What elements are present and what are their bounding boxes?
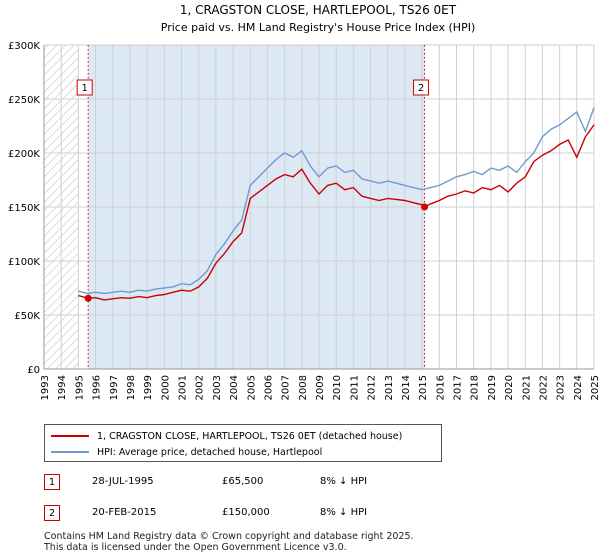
transaction-hpi-diff: 8% ↓ HPI	[320, 507, 368, 518]
transaction-price: £65,500	[222, 476, 264, 487]
chart-subtitle: Price paid vs. HM Land Registry's House …	[161, 21, 476, 34]
x-tick-label: 2005	[246, 375, 257, 400]
x-tick-label: 1993	[40, 375, 51, 400]
legend-item-property: 1, CRAGSTON CLOSE, HARTLEPOOL, TS26 0ET …	[51, 429, 402, 443]
x-tick-label: 2013	[384, 375, 395, 400]
x-tick-label: 2002	[195, 375, 206, 400]
x-tick-label: 2018	[470, 375, 481, 400]
legend-label-hpi: HPI: Average price, detached house, Hart…	[97, 446, 323, 458]
x-tick-label: 2008	[298, 375, 309, 400]
transaction-row: 1 28-JUL-1995 £65,500 8% ↓ HPI	[44, 474, 464, 492]
legend-item-hpi: HPI: Average price, detached house, Hart…	[51, 445, 322, 459]
sale-point	[421, 203, 429, 211]
price-chart: 1, CRAGSTON CLOSE, HARTLEPOOL, TS26 0ET …	[8, 3, 600, 400]
y-tick-label: £150K	[8, 203, 40, 214]
transaction-date: 28-JUL-1995	[92, 476, 154, 487]
property-series-line	[78, 124, 595, 301]
legend-swatch-hpi	[51, 451, 89, 453]
x-tick-label: 2021	[521, 375, 532, 400]
x-tick-label: 2012	[367, 375, 378, 400]
y-tick-label: £300K	[8, 41, 40, 52]
sale-label-number: 2	[418, 83, 424, 94]
x-tick-label: 1994	[57, 375, 68, 400]
x-tick-label: 2011	[349, 375, 360, 400]
x-tick-label: 2014	[401, 375, 412, 400]
x-tick-label: 2025	[590, 375, 600, 400]
x-tick-label: 1996	[92, 375, 103, 400]
y-tick-label: £100K	[8, 257, 40, 268]
transaction-number: 1	[44, 474, 60, 490]
transaction-hpi-diff: 8% ↓ HPI	[320, 476, 368, 487]
transaction-price: £150,000	[222, 507, 270, 518]
y-tick-label: £50K	[14, 311, 40, 322]
x-tick-label: 2003	[212, 375, 223, 400]
transaction-date: 20-FEB-2015	[92, 507, 157, 518]
x-tick-label: 2010	[332, 375, 343, 400]
sale-point	[84, 294, 92, 302]
footer-copyright: Contains HM Land Registry data © Crown c…	[44, 531, 414, 542]
x-tick-label: 2015	[418, 375, 429, 400]
x-tick-label: 1997	[109, 375, 120, 400]
sale-label-box	[413, 79, 430, 96]
x-tick-label: 2001	[178, 375, 189, 400]
transaction-row: 2 20-FEB-2015 £150,000 8% ↓ HPI	[44, 505, 464, 523]
x-tick-label: 1998	[126, 375, 137, 400]
x-tick-label: 2009	[315, 375, 326, 400]
transaction-number: 2	[44, 505, 60, 521]
legend-label-property: 1, CRAGSTON CLOSE, HARTLEPOOL, TS26 0ET …	[97, 430, 403, 442]
y-tick-label: £250K	[8, 95, 40, 106]
legend: 1, CRAGSTON CLOSE, HARTLEPOOL, TS26 0ET …	[44, 424, 442, 462]
x-tick-label: 2019	[487, 375, 498, 400]
y-tick-label: £0	[27, 365, 40, 376]
x-tick-label: 2016	[435, 375, 446, 400]
x-tick-label: 1999	[143, 375, 154, 400]
x-tick-label: 2023	[556, 375, 567, 400]
x-tick-label: 2022	[538, 375, 549, 400]
x-tick-label: 2017	[453, 375, 464, 400]
footer-licence: This data is licensed under the Open Gov…	[44, 542, 347, 553]
sale-label-box	[76, 79, 93, 96]
x-tick-label: 2004	[229, 375, 240, 400]
sale-label-number: 1	[81, 83, 87, 94]
x-tick-label: 2024	[573, 375, 584, 400]
hpi-series-line	[78, 107, 595, 295]
x-tick-label: 2020	[504, 375, 515, 400]
y-tick-label: £200K	[8, 149, 40, 160]
x-tick-label: 1995	[74, 375, 85, 400]
x-tick-label: 2000	[160, 375, 171, 400]
x-tick-label: 2006	[263, 375, 274, 400]
chart-title: 1, CRAGSTON CLOSE, HARTLEPOOL, TS26 0ET	[180, 3, 457, 17]
legend-swatch-property	[51, 435, 89, 437]
footer: Contains HM Land Registry data © Crown c…	[44, 531, 414, 553]
x-tick-label: 2007	[281, 375, 292, 400]
